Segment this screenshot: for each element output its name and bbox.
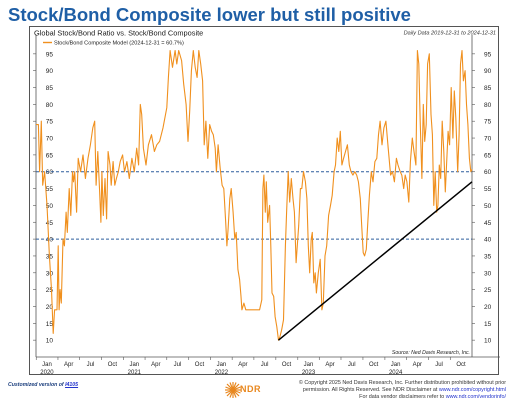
y-tick-label-right: 35 [484,253,492,260]
x-month-label: Oct [456,362,466,368]
support-trend-line [277,181,473,341]
x-month-label: Oct [369,362,379,368]
y-tick-label-left: 55 [46,186,54,193]
x-month-label: Apr [64,362,73,368]
y-tick-label-left: 20 [46,304,54,311]
y-tick-label-right: 25 [484,287,492,294]
copyright-line-2: permission. All Rights Reserved. See NDR… [256,387,506,394]
x-month-label: Jan [304,362,314,368]
chart-frame: 10 10 15 15 20 20 25 25 30 30 35 35 40 40 45 45 50 50 55 55… [29,26,500,376]
x-month-label: Apr [413,362,422,368]
chart-date-range: Daily Data 2019-12-31 to 2024-12-31 [404,31,496,37]
y-tick-label-left: 10 [46,338,54,345]
x-month-label: Oct [195,362,205,368]
x-month-label: Apr [151,362,160,368]
x-month-label: Jul [261,362,269,368]
x-month-label: Jan [42,362,52,368]
legend-label: Stock/Bond Composite Model (2024-12-31 =… [54,41,184,47]
y-tick-label-left: 65 [46,152,54,159]
vendor-info-link[interactable]: www.ndr.com/vendorinfo/ [445,394,506,401]
y-tick-label-left: 90 [46,68,54,75]
chart-title: Global Stock/Bond Ratio vs. Stock/Bond C… [34,29,203,38]
copyright-notice: © Copyright 2025 Ned Davis Research, Inc… [256,380,506,402]
y-tick-label-right: 65 [484,152,492,159]
y-tick-label-left: 45 [46,220,54,227]
y-tick-label-left: 40 [46,237,54,244]
y-tick-label-right: 75 [484,119,492,126]
x-year-label-2022: 2022 [215,370,229,376]
copyright-line-2-text: permission. All Rights Reserved. See NDR… [302,387,439,394]
y-tick-label-right: 50 [484,203,492,210]
custom-version-link[interactable]: I4105 [65,382,79,388]
y-tick-label-right: 15 [484,321,492,328]
footer: Customized version of I4105 NDR © Copyri… [8,379,508,409]
y-tick-label-left: 80 [46,102,54,109]
y-tick-label-right: 20 [484,304,492,311]
x-month-label: Jul [87,362,95,368]
y-tick-label-left: 60 [46,169,54,176]
y-tick-label-right: 55 [484,186,492,193]
y-tick-label-right: 30 [484,270,492,277]
y-tick-label-left: 95 [46,51,54,58]
x-year-label-2023: 2023 [302,370,316,376]
x-year-label-2024: 2024 [389,370,403,376]
y-tick-label-right: 90 [484,68,492,75]
y-tick-label-right: 40 [484,237,492,244]
y-tick-label-left: 85 [46,85,54,92]
copyright-line-3: For data vendor disclaimers refer to www… [256,394,506,401]
copyright-link[interactable]: www.ndr.com/copyright.html [438,387,506,394]
y-tick-label-right: 85 [484,85,492,92]
x-month-label: Jan [217,362,227,368]
x-month-label: Jul [348,362,356,368]
y-tick-label-left: 75 [46,119,54,126]
series-line-composite [36,49,473,341]
copyright-line-3-text: For data vendor disclaimers refer to [359,394,446,401]
y-tick-label-left: 15 [46,321,54,328]
y-tick-label-right: 45 [484,220,492,227]
x-month-label: Jan [129,362,139,368]
x-month-label: Apr [325,362,334,368]
x-month-label: Oct [108,362,118,368]
y-tick-label-right: 60 [484,169,492,176]
source-label: Source: Ned Davis Research, Inc. [392,350,470,356]
x-month-label: Jan [391,362,401,368]
custom-version-note: Customized version of I4105 [8,382,78,388]
y-tick-label-right: 80 [484,102,492,109]
ndr-logo-text: NDR [240,384,261,394]
page-headline: Stock/Bond Composite lower but still pos… [8,4,411,25]
x-month-label: Jul [435,362,443,368]
y-tick-label-left: 25 [46,287,54,294]
x-year-label-2020: 2020 [40,370,54,376]
y-tick-label-left: 30 [46,270,54,277]
y-tick-label-right: 10 [484,338,492,345]
y-tick-label-left: 70 [46,136,54,143]
y-tick-label-right: 70 [484,136,492,143]
x-year-label-2021: 2021 [128,370,142,376]
x-month-label: Jul [174,362,182,368]
y-tick-label-right: 95 [484,51,492,58]
y-tick-label-left: 50 [46,203,54,210]
ndr-logo-icon [225,382,241,398]
copyright-line-1: © Copyright 2025 Ned Davis Research, Inc… [298,380,506,386]
x-month-label: Oct [282,362,292,368]
custom-version-prefix: Customized version of [8,382,66,388]
x-month-label: Apr [238,362,247,368]
